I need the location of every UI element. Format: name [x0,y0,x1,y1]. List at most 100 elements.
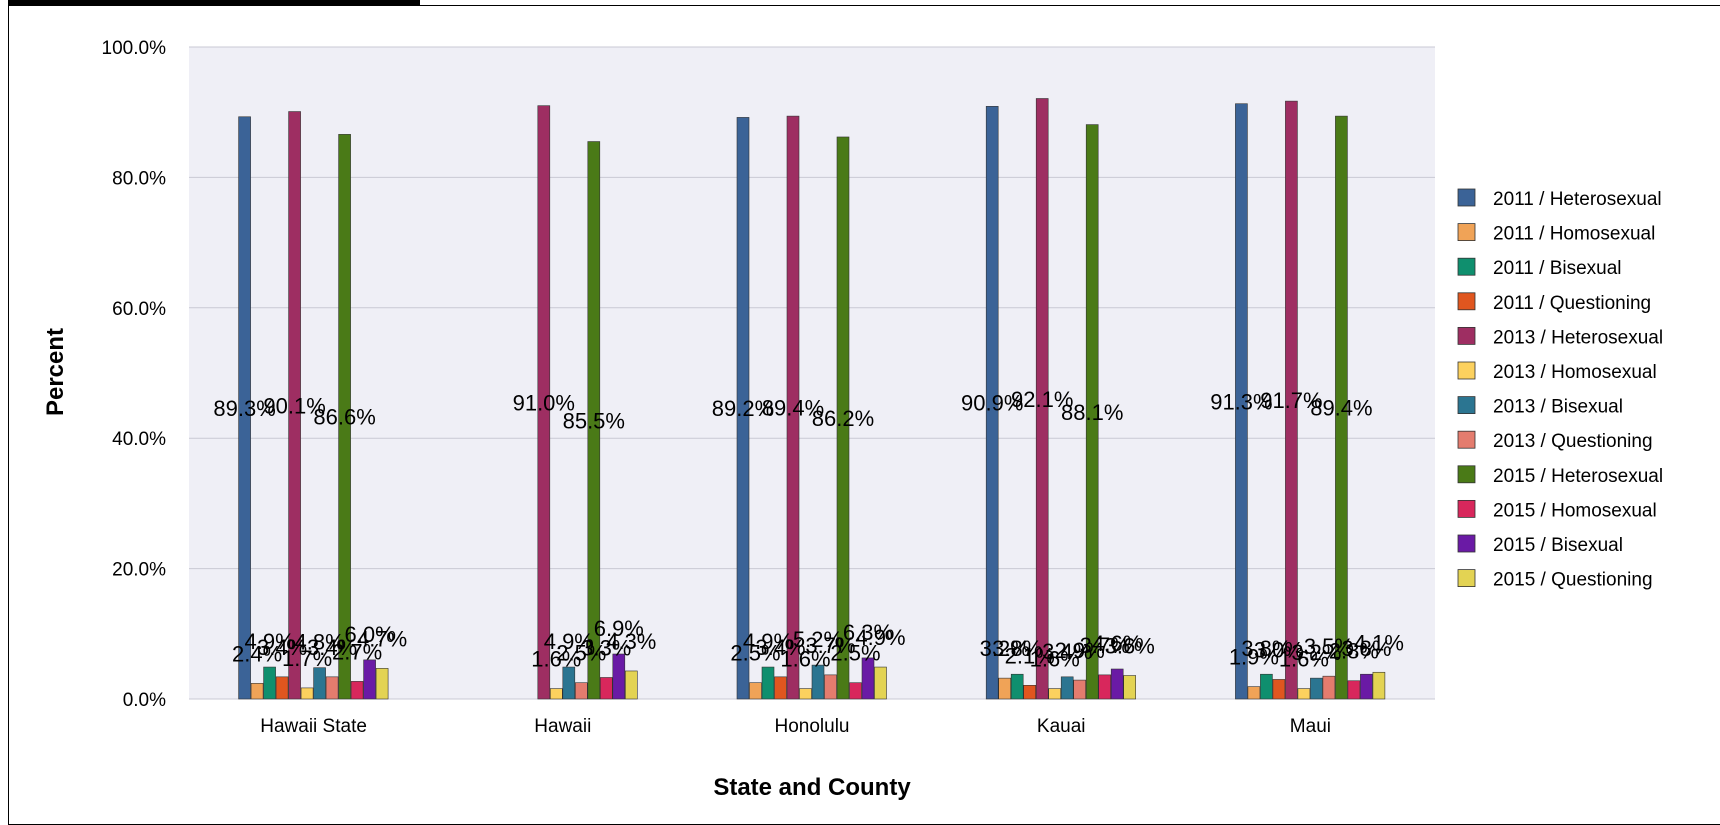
bar [275,676,289,700]
y-tick-label: 80.0% [112,168,166,189]
bar-value-label: 89.2% [712,396,774,421]
bar [375,668,389,700]
bar-value-label: 91.0% [513,390,575,415]
x-tick-label: Honolulu [775,716,850,737]
bar-value-label: 4.9% [245,629,295,654]
legend-label: 2011 / Questioning [1493,293,1651,314]
bar [338,134,351,700]
bar [313,667,326,700]
legend-label: 2011 / Bisexual [1493,258,1622,279]
legend-swatch [1457,569,1476,587]
bar [1010,673,1024,700]
legend-swatch [1457,188,1476,207]
bar-value-label: 4.8% [295,630,345,655]
bar-value-label: 89.3% [213,396,275,421]
bar [799,688,812,700]
bar-value-label: 1.6% [1279,647,1329,672]
bar [537,105,551,700]
bar-value-label: 85.5% [563,408,625,433]
bar [624,670,638,700]
bar-value-label: 3.4% [307,635,357,660]
bar [1347,680,1361,700]
bar [1085,124,1099,700]
bar-value-label: 4.1% [1354,630,1404,655]
legend-label: 2011 / Homosexual [1493,224,1655,245]
bar-value-label: 3.8% [992,636,1042,661]
legend-label: 2013 / Homosexual [1493,362,1657,383]
bar [786,115,800,700]
bar-value-label: 90.1% [263,393,325,418]
bar-value-label: 3.5% [1304,634,1354,659]
bar [985,106,999,700]
bar [250,683,264,700]
legend: 2011 / Heterosexual 2011 / Homosexual 2011… [1457,188,1663,591]
bar [1260,673,1273,700]
bar-value-label: 3.0% [1254,637,1304,662]
bar [1322,675,1336,700]
bar-value-label: 4.9% [743,629,793,654]
bar-value-label: 3.3% [581,635,631,660]
bar [761,666,775,700]
bar-value-label: 1.6% [780,647,830,672]
bar [1372,671,1386,700]
y-tick-label: 40.0% [112,429,166,450]
bar [288,111,301,700]
bar [1110,668,1124,700]
bar-value-label: 5.2% [793,627,843,652]
legend-swatch [1457,361,1476,380]
bar [1272,679,1286,700]
x-tick-label: Hawaii State [260,716,367,737]
bar [1335,115,1348,700]
grid-lines [189,46,1435,700]
bar [1060,676,1074,700]
bar-value-label: 3.6% [1105,634,1155,659]
bar [998,677,1012,700]
bar-value-label: 86.6% [313,405,375,430]
legend-swatch [1457,257,1476,276]
bar-value-label: 2.9% [1055,638,1105,663]
bar [1285,100,1298,700]
bar-value-label: 2.5% [730,641,780,666]
bar-value-label: 3.4% [1042,639,1092,664]
bar [612,653,626,700]
bar [824,674,837,700]
bar-value-label: 3.7% [1080,633,1130,658]
bar [736,117,750,700]
legend-swatch [1457,465,1476,484]
bar-value-label: 1.6% [531,647,581,672]
bar [300,687,314,700]
legend-swatch [1457,396,1476,415]
bar-value-label: 2.8% [1329,639,1379,664]
legend-label: 2015 / Homosexual [1493,500,1657,521]
bar-value-label: 2.5% [556,641,606,666]
bar-value-label: 3.4% [755,635,805,660]
bar-value-label: 4.7% [357,626,407,651]
bar-value-label: 88.1% [1061,400,1123,425]
legend-label: 2013 / Heterosexual [1493,327,1663,348]
bar [1123,675,1136,700]
bar [874,666,887,700]
grouped-bar-chart: 0.0% 20.0% 40.0% 60.0% 80.0% 100.0% 89.3% 2.4%… [42,38,1663,801]
x-axis-ticks: Hawaii State Hawaii Honolulu Kauai Maui [260,716,1331,737]
bar-value-label: 4.6% [1092,631,1142,656]
bar [238,116,251,700]
bar [599,677,613,700]
legend-swatch [1457,223,1476,242]
bar-value-label: 3.8% [1341,636,1391,661]
bar-value-label: 3.4% [257,635,307,660]
bar-value-label: 3.2% [980,636,1030,661]
bar-value-label: 91.7% [1260,388,1322,413]
bar [1360,673,1373,700]
bar [1247,686,1261,700]
bar [811,664,825,700]
legend-label: 2015 / Questioning [1493,570,1653,591]
value-labels: 89.3%2.4%4.9%3.4%90.1%1.7%4.8%3.4%86.6%2… [213,387,1404,672]
bar [1073,679,1086,700]
bar-value-label: 90.9% [961,391,1023,416]
bar [1023,685,1037,700]
bar-value-label: 92.1% [1011,387,1073,412]
bar-value-label: 4.9% [855,625,905,650]
bar [836,136,850,700]
bar [350,681,364,700]
bar [861,657,875,700]
